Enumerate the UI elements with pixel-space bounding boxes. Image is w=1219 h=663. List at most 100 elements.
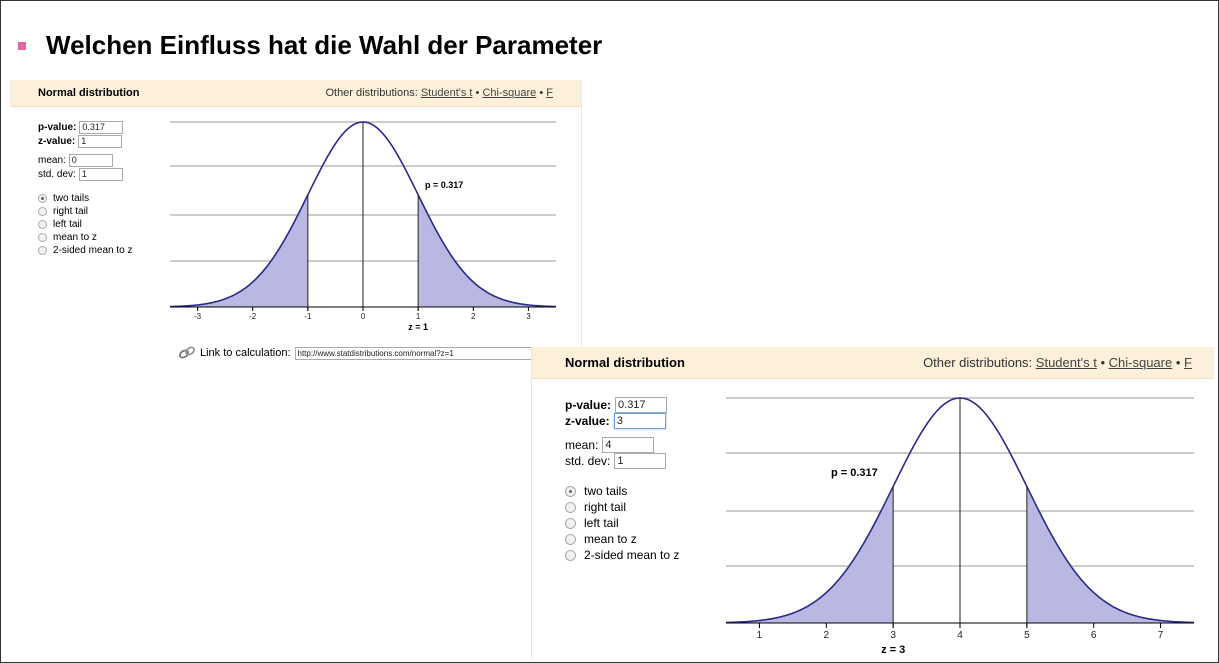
option-two-tails[interactable]: two tails xyxy=(38,191,133,205)
x-tick-label: -2 xyxy=(249,312,257,321)
x-tick-label: 3 xyxy=(890,630,896,641)
tail-area xyxy=(1026,486,1194,623)
option-label: mean to z xyxy=(53,232,97,243)
separator: • xyxy=(475,87,480,99)
std-label: std. dev: xyxy=(565,454,611,468)
option-right-tail[interactable]: right tail xyxy=(565,499,679,515)
link-chi-square[interactable]: Chi-square xyxy=(482,87,537,99)
p-value-annotation: p = 0.317 xyxy=(831,467,878,479)
radio-left-tail[interactable] xyxy=(38,220,47,229)
link-chi-square[interactable]: Chi-square xyxy=(1108,355,1173,370)
x-axis-label: z = 3 xyxy=(881,644,905,656)
link-url-field[interactable]: http://www.statdistributions.com/normal?… xyxy=(294,346,555,360)
radio-2-sided-mean-to-z[interactable] xyxy=(38,246,47,255)
option-label: 2-sided mean to z xyxy=(584,548,680,562)
zvalue-row: z-value: 3 xyxy=(565,413,679,429)
link-students-t[interactable]: Student's t xyxy=(1035,355,1097,370)
std-input[interactable]: 1 xyxy=(614,453,667,469)
other-distributions-label: Other distributions: xyxy=(923,355,1033,370)
bullet-icon xyxy=(18,41,26,50)
option-mean-to-z[interactable]: mean to z xyxy=(565,531,679,547)
radio-mean-to-z[interactable] xyxy=(38,233,47,242)
x-axis-label: z = 1 xyxy=(408,322,428,332)
option-label: two tails xyxy=(53,192,90,204)
panel-header: Normal distribution Other distributions:… xyxy=(532,347,1214,379)
std-input[interactable]: 1 xyxy=(78,167,123,181)
x-tick-label: 3 xyxy=(526,312,531,321)
option-2-sided-mean-to-z[interactable]: 2-sided mean to z xyxy=(565,547,679,563)
x-tick-label: -3 xyxy=(194,312,202,321)
x-tick-label: 1 xyxy=(416,312,421,321)
tail-area xyxy=(418,194,556,307)
radio-right-tail[interactable] xyxy=(565,501,576,513)
option-left-tail[interactable]: left tail xyxy=(38,218,133,231)
x-tick-label: 2 xyxy=(824,630,830,641)
link-students-t[interactable]: Student's t xyxy=(420,87,473,99)
mean-input[interactable]: 4 xyxy=(602,437,655,453)
option-label: right tail xyxy=(584,500,627,514)
x-tick-label: 5 xyxy=(1024,630,1030,641)
panel-header: Normal distribution Other distributions:… xyxy=(10,80,581,107)
pvalue-label: p-value: xyxy=(565,398,612,412)
option-label: mean to z xyxy=(584,532,637,546)
x-tick-label: 2 xyxy=(471,312,476,321)
separator: • xyxy=(1175,355,1181,370)
x-tick-label: -1 xyxy=(304,312,312,321)
normal-distribution-panel-small: Normal distribution Other distributions:… xyxy=(10,80,582,380)
zvalue-row: z-value: 1 xyxy=(38,134,133,148)
mean-label: mean: xyxy=(38,154,66,166)
distribution-chart: 1 2 3 4 5 6 7 z = 3 p = 0.317 xyxy=(725,397,1195,656)
other-distributions: Other distributions: Student's t • Chi-s… xyxy=(923,355,1192,370)
link-f[interactable]: F xyxy=(1184,355,1192,370)
pvalue-row: p-value: 0.317 xyxy=(565,397,679,413)
pvalue-label: p-value: xyxy=(38,121,77,133)
pvalue-input[interactable]: 0.317 xyxy=(79,120,124,134)
tail-area xyxy=(726,486,894,623)
zvalue-label: z-value: xyxy=(565,414,610,428)
option-2-sided-mean-to-z[interactable]: 2-sided mean to z xyxy=(38,244,133,257)
other-distributions: Other distributions: Student's t • Chi-s… xyxy=(325,87,553,99)
normal-distribution-panel-large: Normal distribution Other distributions:… xyxy=(531,347,1214,659)
slide-title: Welchen Einfluss hat die Wahl der Parame… xyxy=(18,30,602,61)
option-right-tail[interactable]: right tail xyxy=(38,205,133,218)
option-label: two tails xyxy=(584,484,628,498)
option-two-tails[interactable]: two tails xyxy=(565,483,679,499)
option-left-tail[interactable]: left tail xyxy=(565,515,679,531)
option-label: left tail xyxy=(584,516,619,530)
mean-row: mean: 4 xyxy=(565,437,679,453)
pvalue-input[interactable]: 0.317 xyxy=(615,397,668,413)
x-tick-label: 4 xyxy=(957,630,963,641)
radio-two-tails[interactable] xyxy=(565,485,576,497)
radio-2-sided-mean-to-z[interactable] xyxy=(565,549,576,561)
std-label: std. dev: xyxy=(38,168,76,180)
radio-two-tails[interactable] xyxy=(38,193,47,203)
radio-left-tail[interactable] xyxy=(565,517,576,529)
zvalue-input[interactable]: 3 xyxy=(613,413,666,429)
option-label: right tail xyxy=(53,206,89,217)
x-tick-label: 6 xyxy=(1091,630,1097,641)
option-label: left tail xyxy=(53,219,82,230)
std-row: std. dev: 1 xyxy=(38,167,133,181)
panel-title: Normal distribution xyxy=(565,355,685,370)
zvalue-label: z-value: xyxy=(38,135,76,147)
option-label: 2-sided mean to z xyxy=(53,245,133,256)
other-distributions-label: Other distributions: xyxy=(325,87,418,99)
distribution-chart: -3 -2 -1 0 1 2 3 z = 1 p = 0.317 xyxy=(170,121,557,332)
option-mean-to-z[interactable]: mean to z xyxy=(38,231,133,244)
radio-right-tail[interactable] xyxy=(38,207,47,216)
link-f[interactable]: F xyxy=(546,87,553,99)
p-value-annotation: p = 0.317 xyxy=(425,180,463,190)
mean-input[interactable]: 0 xyxy=(68,153,113,167)
parameter-form: p-value: 0.317 z-value: 3 mean: 4 std. d… xyxy=(565,397,679,563)
x-tick-label: 0 xyxy=(361,312,366,321)
x-tick-label: 7 xyxy=(1158,630,1164,641)
x-tick-label: 1 xyxy=(757,630,763,641)
radio-mean-to-z[interactable] xyxy=(565,533,576,545)
separator: • xyxy=(539,87,544,99)
link-icon xyxy=(179,346,195,359)
zvalue-input[interactable]: 1 xyxy=(78,134,123,148)
mean-row: mean: 0 xyxy=(38,153,133,167)
link-calculation-row: Link to calculation: http://www.statdist… xyxy=(178,346,555,360)
tail-area xyxy=(170,194,308,307)
link-calculation-label: Link to calculation: xyxy=(200,347,291,359)
